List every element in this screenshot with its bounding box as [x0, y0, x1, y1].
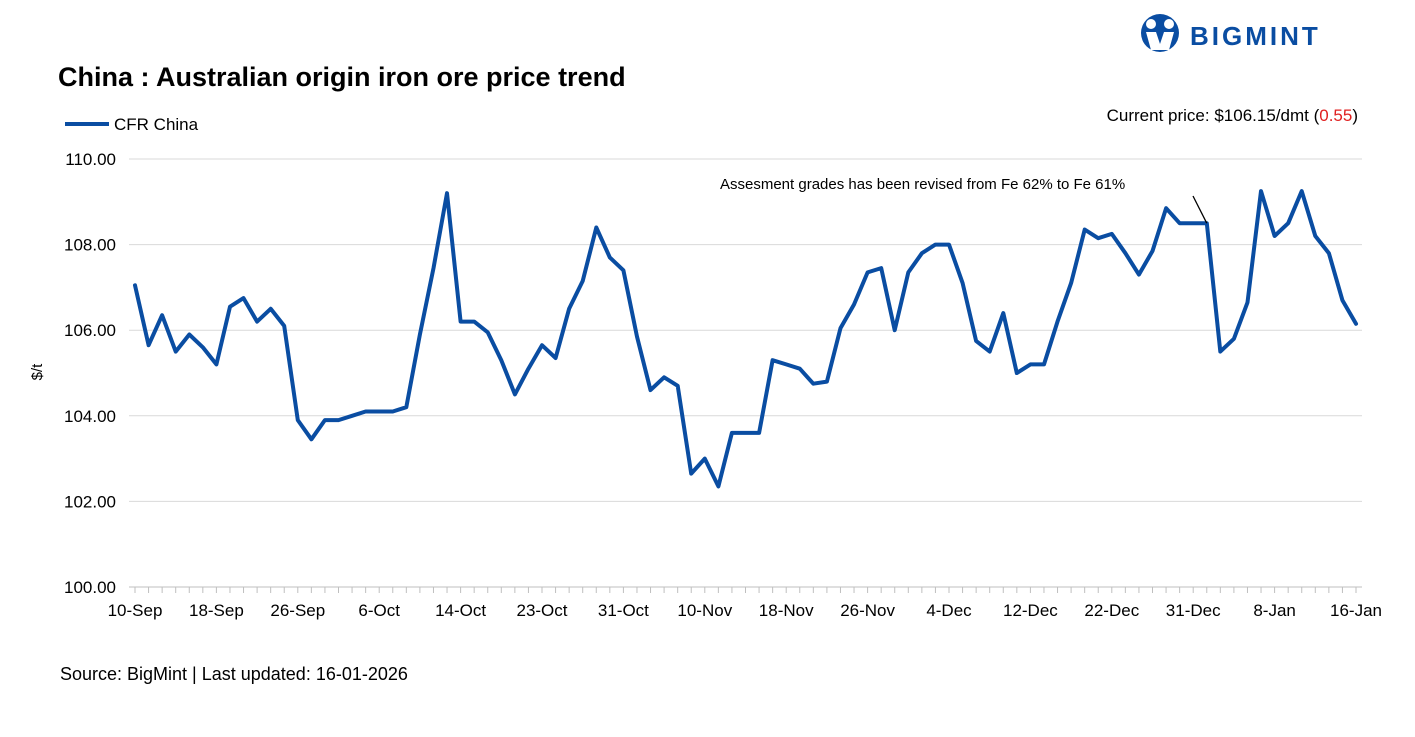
x-tick-label: 22-Dec — [1084, 601, 1139, 620]
legend-label: CFR China — [114, 115, 199, 134]
y-tick-label: 106.00 — [64, 321, 116, 340]
x-tick-label: 23-Oct — [516, 601, 567, 620]
y-axis-label: $/t — [29, 363, 46, 381]
x-tick-label: 31-Dec — [1166, 601, 1221, 620]
y-tick-label: 108.00 — [64, 236, 116, 255]
legend: CFR China — [65, 115, 199, 134]
chart-title: China : Australian origin iron ore price… — [58, 62, 626, 92]
x-tick-label: 31-Oct — [598, 601, 649, 620]
x-axis: 10-Sep 18-Sep 26-Sep 6-Oct 14-Oct 23-Oct 31-Oc… — [108, 586, 1382, 620]
x-tick-label: 18-Sep — [189, 601, 244, 620]
grid — [129, 158, 1362, 502]
x-tick-label: 10-Nov — [677, 601, 732, 620]
x-tick-label: 16-Jan — [1330, 601, 1382, 620]
x-tick-label: 6-Oct — [358, 601, 400, 620]
y-tick-label: 102.00 — [64, 492, 116, 511]
x-tick-label: 14-Oct — [435, 601, 486, 620]
x-tick-label: 8-Jan — [1253, 601, 1296, 620]
y-tick-label: 104.00 — [64, 407, 116, 426]
y-axis-ticks: 100.00 102.00 104.00 106.00 108.00 110.00 — [64, 150, 116, 597]
annotation-text: Assesment grades has been revised from F… — [720, 176, 1125, 193]
x-tick-label: 18-Nov — [759, 601, 814, 620]
brand-name: BIGMINT — [1190, 21, 1321, 51]
x-tick-label: 4-Dec — [926, 601, 972, 620]
series — [133, 189, 1358, 489]
source-note: Source: BigMint | Last updated: 16-01-20… — [60, 664, 408, 684]
x-tick-label: 12-Dec — [1003, 601, 1058, 620]
current-price: Current price: $106.15/dmt (0.55) — [1107, 106, 1358, 125]
annotation-pointer — [1192, 195, 1208, 224]
x-tick-label: 26-Nov — [840, 601, 895, 620]
price-change: 0.55 — [1319, 106, 1352, 125]
y-tick-label: 110.00 — [65, 150, 116, 169]
bigmint-logo: BIGMINT — [1141, 14, 1321, 52]
y-tick-label: 100.00 — [64, 578, 116, 597]
series-line-cfr-china — [133, 189, 1358, 489]
price-suffix: ) — [1352, 106, 1358, 125]
x-tick-label: 26-Sep — [270, 601, 325, 620]
price-prefix: Current price: $106.15/dmt ( — [1107, 106, 1320, 125]
x-tick-label: 10-Sep — [108, 601, 163, 620]
annotations: Assesment grades has been revised from F… — [720, 176, 1208, 224]
